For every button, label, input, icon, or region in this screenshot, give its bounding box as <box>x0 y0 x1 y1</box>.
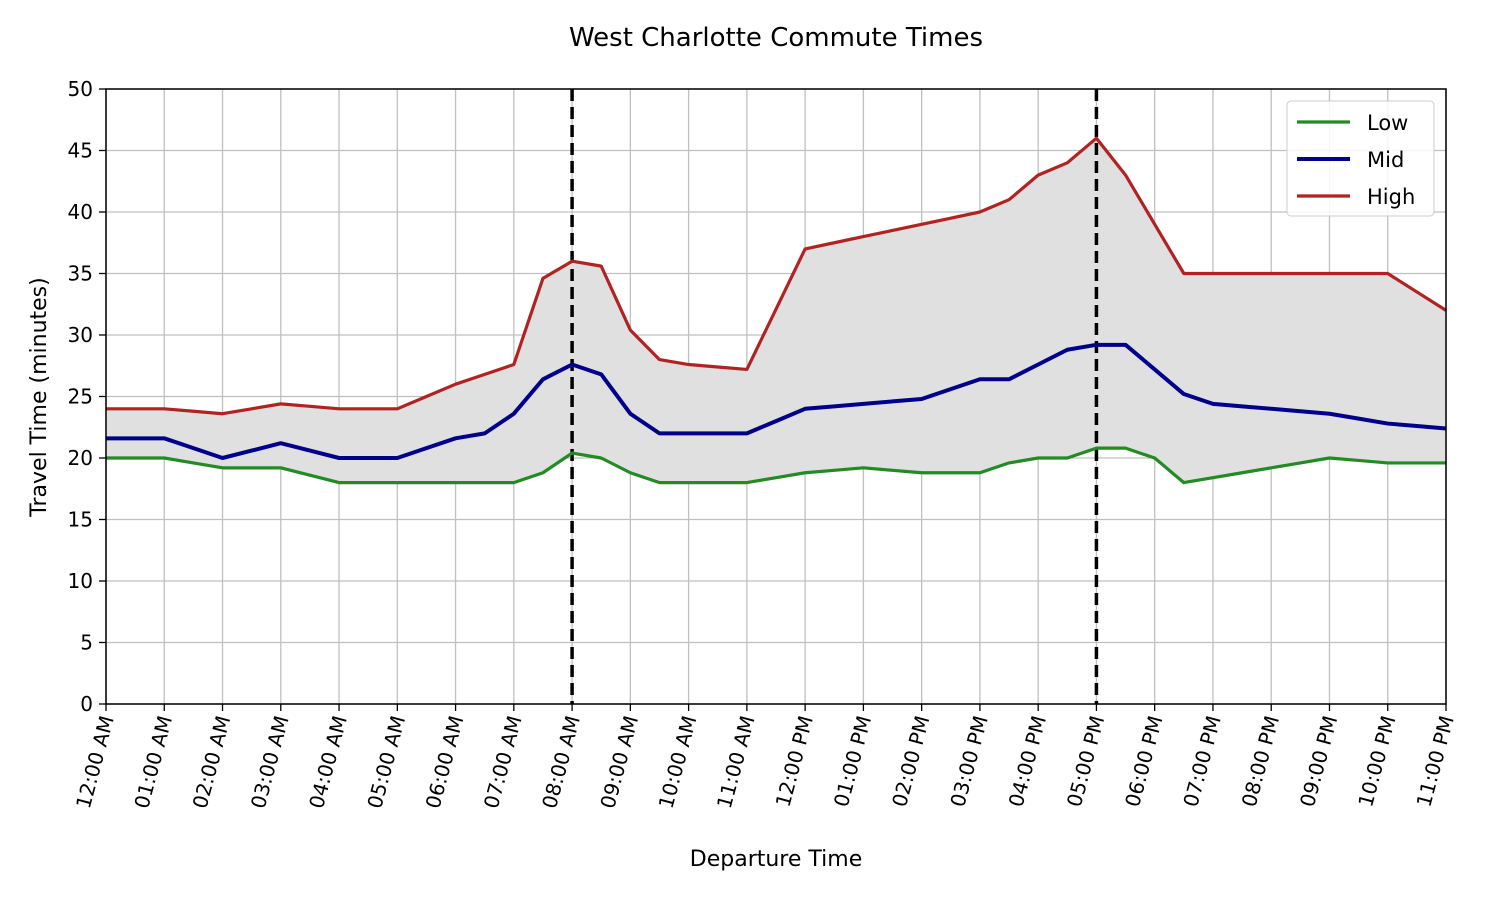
y-tick-label: 40 <box>68 200 93 224</box>
x-tick-label: 08:00 PM <box>1237 713 1284 809</box>
x-tick-label: 09:00 PM <box>1295 713 1342 809</box>
x-tick-label: 03:00 PM <box>945 713 992 809</box>
y-tick-label: 10 <box>68 569 93 593</box>
legend: Low Mid High <box>1286 100 1435 217</box>
x-axis: 12:00 AM 01:00 AM 02:00 AM 03:00 AM 04:00 AM… <box>71 704 1459 811</box>
x-tick-label: 05:00 PM <box>1062 713 1109 809</box>
x-tick-label: 05:00 AM <box>362 713 410 811</box>
y-tick-label: 25 <box>68 385 93 409</box>
x-axis-label: Departure Time <box>690 847 862 872</box>
legend-label-mid: Mid <box>1367 148 1404 172</box>
x-tick-label: 10:00 AM <box>654 713 702 811</box>
y-axis: 0 5 10 15 20 25 30 35 40 45 50 <box>68 77 106 716</box>
y-tick-label: 30 <box>68 323 93 347</box>
y-tick-label: 20 <box>68 446 93 470</box>
series-lines <box>106 136 1447 485</box>
y-tick-label: 35 <box>68 262 93 286</box>
x-tick-label: 11:00 PM <box>1411 713 1458 809</box>
reference-lines <box>570 89 1099 704</box>
x-tick-label: 12:00 AM <box>71 713 119 811</box>
x-tick-label: 10:00 PM <box>1353 713 1400 809</box>
x-tick-label: 04:00 AM <box>304 713 352 811</box>
x-tick-label: 01:00 AM <box>129 713 177 811</box>
y-tick-label: 0 <box>80 692 93 716</box>
series-line-mid <box>106 342 1447 460</box>
x-tick-label: 09:00 AM <box>595 713 643 811</box>
y-tick-label: 15 <box>68 508 93 532</box>
x-tick-label: 01:00 PM <box>829 713 876 809</box>
chart-title: West Charlotte Commute Times <box>569 23 983 53</box>
x-tick-label: 04:00 PM <box>1004 713 1051 809</box>
x-tick-label: 06:00 AM <box>421 713 469 811</box>
x-tick-label: 12:00 PM <box>771 713 818 809</box>
y-tick-label: 45 <box>68 139 93 163</box>
legend-label-low: Low <box>1367 111 1408 135</box>
x-tick-label: 06:00 PM <box>1120 713 1167 809</box>
x-tick-label: 11:00 AM <box>712 713 760 811</box>
y-tick-label: 5 <box>80 631 93 655</box>
x-tick-label: 02:00 AM <box>188 713 236 811</box>
x-tick-label: 07:00 AM <box>479 713 527 811</box>
series-line-low <box>106 446 1446 485</box>
y-tick-label: 50 <box>68 77 93 101</box>
x-tick-label: 03:00 AM <box>246 713 294 811</box>
x-tick-label: 07:00 PM <box>1178 713 1225 809</box>
legend-box <box>1286 100 1435 217</box>
y-axis-label: Travel Time (minutes) <box>27 277 52 517</box>
x-tick-label: 08:00 AM <box>537 713 585 811</box>
series-line-high <box>106 136 1447 416</box>
legend-label-high: High <box>1367 185 1415 209</box>
x-tick-label: 02:00 PM <box>887 713 934 809</box>
